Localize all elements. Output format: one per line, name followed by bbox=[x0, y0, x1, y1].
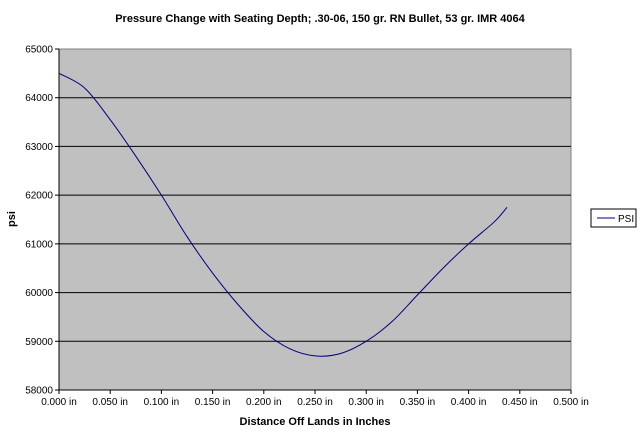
plot-area bbox=[58, 48, 572, 391]
x-tick-label: 0.350 in bbox=[400, 397, 436, 408]
chart-title: Pressure Change with Seating Depth; .30-… bbox=[115, 13, 525, 25]
y-tick-label: 62000 bbox=[25, 191, 53, 202]
x-tick-label: 0.500 in bbox=[553, 397, 589, 408]
y-tick-label: 64000 bbox=[25, 93, 53, 104]
y-tick-label: 63000 bbox=[25, 142, 53, 153]
series-layer bbox=[58, 49, 571, 391]
y-tick-label: 59000 bbox=[25, 337, 53, 348]
x-tick-label: 0.100 in bbox=[144, 397, 180, 408]
y-tick-label: 65000 bbox=[25, 45, 53, 56]
x-tick-label: 0.150 in bbox=[195, 397, 231, 408]
x-axis-title: Distance Off Lands in Inches bbox=[240, 416, 391, 428]
y-tick-label: 60000 bbox=[25, 288, 53, 299]
gridlines bbox=[59, 97, 571, 342]
legend-label-psi: PSI bbox=[618, 214, 634, 225]
x-axis-ticks: 0.000 in 0.050 in 0.100 in 0.150 in 0.200 in… bbox=[41, 390, 589, 408]
y-axis-ticks: 58000 59000 60000 61000 62000 63000 64000 65000 bbox=[25, 45, 59, 397]
y-tick-label: 61000 bbox=[25, 239, 53, 250]
legend: PSI bbox=[590, 208, 637, 228]
x-tick-label: 0.300 in bbox=[348, 397, 384, 408]
y-axis-title: psi bbox=[6, 211, 18, 227]
x-tick-label: 0.400 in bbox=[451, 397, 487, 408]
x-tick-label: 0.450 in bbox=[502, 397, 538, 408]
series-line-psi bbox=[58, 72, 508, 357]
x-tick-label: 0.250 in bbox=[297, 397, 333, 408]
y-tick-label: 58000 bbox=[25, 386, 53, 397]
x-tick-label: 0.200 in bbox=[246, 397, 282, 408]
x-tick-label: 0.000 in bbox=[41, 397, 77, 408]
x-tick-label: 0.050 in bbox=[92, 397, 128, 408]
